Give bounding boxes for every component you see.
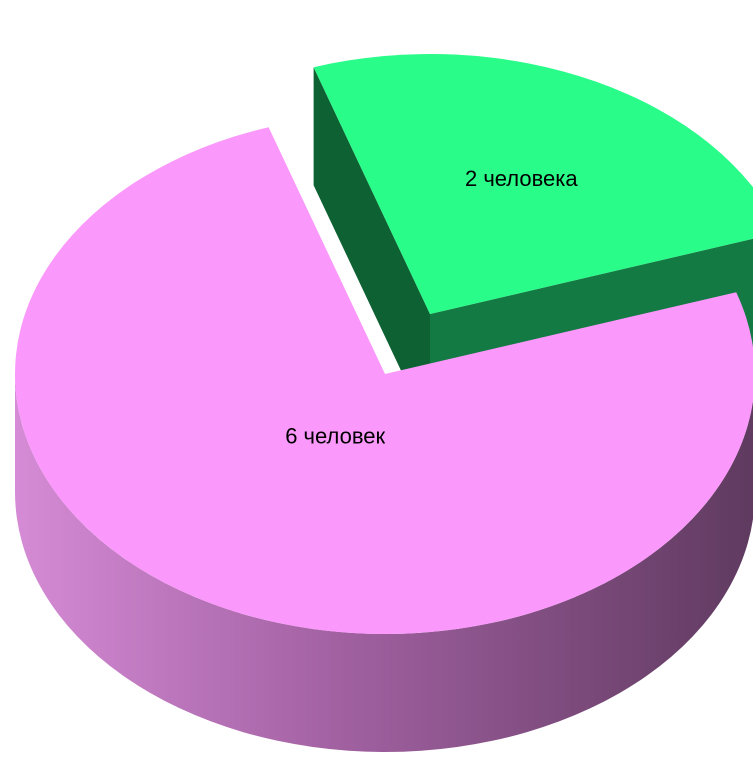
slice-label-1: 6 человек xyxy=(285,424,385,449)
slice-0 xyxy=(313,54,753,314)
slice-label-0: 2 человека xyxy=(465,166,578,191)
slice-1 xyxy=(15,127,753,634)
pie-labels: 2 человека 6 человек xyxy=(285,166,578,448)
slice-face-0-0 xyxy=(313,67,430,432)
pie-tops xyxy=(15,54,753,634)
slice-wall-1-0 xyxy=(15,374,753,752)
